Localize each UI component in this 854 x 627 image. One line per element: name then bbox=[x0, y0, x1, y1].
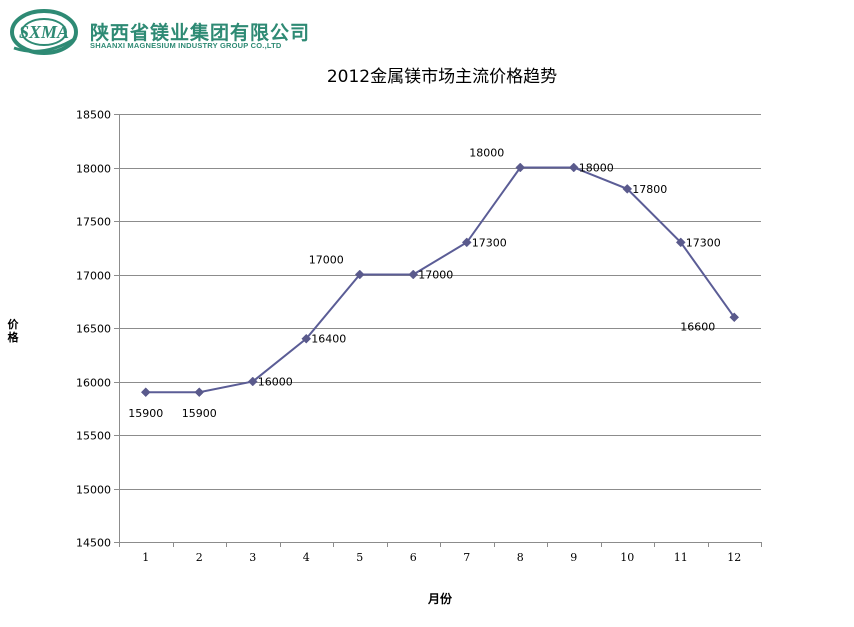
data-point-marker bbox=[729, 312, 740, 323]
company-logo: SXMA 陕西省镁业集团有限公司 SHAANXI MAGNESIUM INDUS… bbox=[8, 8, 309, 58]
data-label: 17300 bbox=[686, 236, 721, 249]
data-label: 17000 bbox=[418, 269, 453, 282]
company-name-en: SHAANXI MAGNESIUM INDUSTRY GROUP CO.,LTD bbox=[90, 41, 282, 50]
x-tick-label: 9 bbox=[570, 551, 577, 564]
data-point-marker bbox=[408, 269, 419, 280]
y-tick-label: 15500 bbox=[76, 430, 111, 443]
data-label: 18000 bbox=[579, 162, 614, 175]
data-label: 15900 bbox=[128, 407, 163, 420]
x-tick-label: 12 bbox=[727, 551, 741, 564]
y-tick-label: 17500 bbox=[76, 216, 111, 229]
y-tick-label: 18500 bbox=[76, 109, 111, 122]
price-series bbox=[140, 162, 740, 398]
data-label: 16400 bbox=[311, 333, 346, 346]
x-tick-label: 4 bbox=[303, 551, 310, 564]
y-tick-label: 18000 bbox=[76, 163, 111, 176]
data-point-marker bbox=[247, 376, 258, 387]
company-name-cn: 陕西省镁业集团有限公司 bbox=[90, 22, 311, 44]
data-point-marker bbox=[568, 162, 579, 173]
data-label: 18000 bbox=[469, 147, 504, 160]
x-tick-label: 8 bbox=[517, 551, 524, 564]
y-tick-label: 14500 bbox=[76, 537, 111, 550]
x-tick-labels: 1 2 3 4 5 6 7 8 9 10 11 12 bbox=[142, 551, 741, 564]
x-tick-label: 2 bbox=[196, 551, 203, 564]
y-axis-label: 价格 bbox=[7, 318, 19, 344]
y-tick-label: 16000 bbox=[76, 377, 111, 390]
x-tick-label: 5 bbox=[356, 551, 363, 564]
data-point-marker bbox=[301, 333, 312, 344]
y-tick-label: 17000 bbox=[76, 270, 111, 283]
data-label: 17800 bbox=[632, 183, 667, 196]
data-label: 16000 bbox=[258, 376, 293, 389]
chart-title: 2012金属镁市场主流价格趋势 bbox=[326, 67, 558, 87]
y-tick-label: 16500 bbox=[76, 323, 111, 336]
data-label: 16600 bbox=[680, 320, 715, 333]
x-tick-label: 6 bbox=[410, 551, 417, 564]
data-label: 17300 bbox=[472, 236, 507, 249]
x-tick-label: 3 bbox=[249, 551, 256, 564]
data-point-marker bbox=[461, 237, 472, 248]
x-tick-label: 7 bbox=[463, 551, 470, 564]
data-point-marker bbox=[354, 269, 365, 280]
y-tick-label: 15000 bbox=[76, 484, 111, 497]
sxma-emblem-icon: SXMA bbox=[10, 9, 78, 55]
data-label: 15900 bbox=[182, 407, 217, 420]
y-tick-labels: 14500 15000 15500 16000 16500 17000 17500 18000… bbox=[76, 109, 111, 550]
data-label: 17000 bbox=[309, 254, 344, 267]
data-point-marker bbox=[140, 387, 151, 398]
data-labels: 15900 15900 16000 16400 17000 17000 17300 18000… bbox=[128, 147, 721, 421]
x-tick-label: 1 bbox=[142, 551, 149, 564]
data-point-marker bbox=[675, 237, 686, 248]
data-point-marker bbox=[194, 387, 205, 398]
axes bbox=[119, 114, 762, 547]
x-axis-label: 月份 bbox=[427, 592, 452, 606]
x-tick-label: 10 bbox=[620, 551, 634, 564]
x-tick-label: 11 bbox=[674, 551, 688, 564]
svg-text:SXMA: SXMA bbox=[19, 22, 69, 42]
data-point-marker bbox=[515, 162, 526, 173]
series-line bbox=[145, 166, 736, 394]
gridlines bbox=[114, 114, 761, 543]
data-point-marker bbox=[622, 184, 633, 194]
